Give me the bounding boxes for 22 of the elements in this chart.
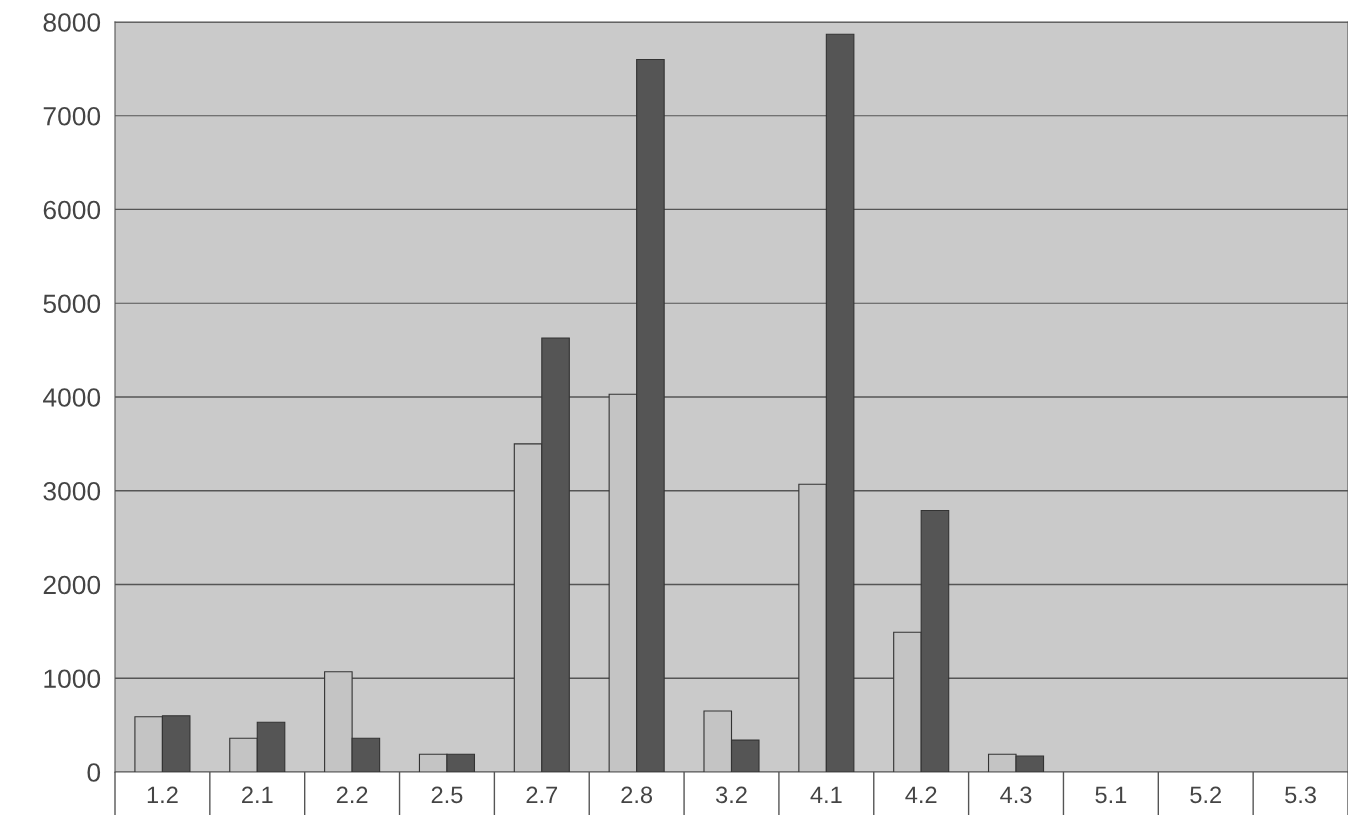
y-tick-label: 8000 <box>43 13 101 32</box>
y-tick-label: 1000 <box>44 669 101 689</box>
x-tick-label: 4.2 <box>905 786 937 803</box>
x-tick-label: 5.2 <box>1190 786 1221 804</box>
y-tick-label: 7000 <box>43 106 101 126</box>
y-tick-label: 4000 <box>43 388 101 407</box>
x-tick-label: 1.2 <box>147 786 178 803</box>
x-tick-label: 2.1 <box>242 786 273 803</box>
x-tick-label: 2.2 <box>336 786 368 803</box>
x-tick-label: 2.7 <box>526 786 558 803</box>
x-tick-label: 5.3 <box>1285 786 1316 804</box>
x-tick-label: 3.2 <box>715 786 747 804</box>
x-tick-label: 2.5 <box>431 786 463 804</box>
y-tick-label: 0 <box>87 763 101 782</box>
x-tick-label: 4.1 <box>810 786 842 803</box>
y-tick-label: 5000 <box>43 294 101 314</box>
y-tick-label: 6000 <box>43 200 101 220</box>
y-tick-label: 3000 <box>43 481 101 501</box>
x-tick-label: 4.3 <box>1000 786 1032 804</box>
x-tick-label: 2.8 <box>621 786 653 804</box>
x-tick-label: 5.1 <box>1095 786 1127 804</box>
y-tick-label: 2000 <box>43 575 101 595</box>
